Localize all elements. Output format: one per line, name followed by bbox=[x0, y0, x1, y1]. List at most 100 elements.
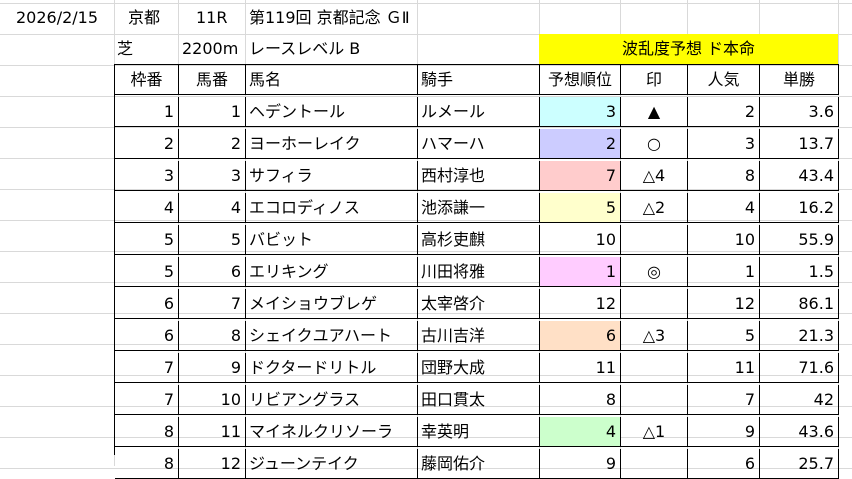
predicted-rank-cell[interactable]: 12 bbox=[540, 289, 621, 319]
venue[interactable]: 京都 bbox=[128, 8, 161, 27]
popularity-cell[interactable]: 11 bbox=[688, 353, 760, 383]
waku-cell[interactable]: 2 bbox=[115, 129, 179, 159]
jockey-cell[interactable]: 西村淳也 bbox=[418, 161, 540, 191]
column-header[interactable]: 単勝 bbox=[760, 65, 839, 95]
horse-name-cell[interactable]: メイショウブレゲ bbox=[246, 289, 418, 319]
mark-cell[interactable] bbox=[621, 385, 688, 415]
column-header[interactable]: 予想順位 bbox=[540, 65, 621, 95]
jockey-cell[interactable]: ルメール bbox=[418, 97, 540, 127]
popularity-cell[interactable]: 6 bbox=[688, 449, 760, 479]
predicted-rank-cell[interactable]: 8 bbox=[540, 385, 621, 415]
horse-name-cell[interactable]: マイネルクリソーラ bbox=[246, 417, 418, 447]
waku-cell[interactable]: 3 bbox=[115, 161, 179, 191]
waku-cell[interactable]: 7 bbox=[115, 353, 179, 383]
predicted-rank-cell[interactable]: 9 bbox=[540, 449, 621, 479]
waku-cell[interactable]: 6 bbox=[115, 289, 179, 319]
popularity-cell[interactable]: 5 bbox=[688, 321, 760, 351]
uma-cell[interactable]: 3 bbox=[179, 161, 246, 191]
predicted-rank-cell[interactable]: 5 bbox=[540, 193, 621, 223]
odds-cell[interactable]: 71.6 bbox=[760, 353, 839, 383]
odds-cell[interactable]: 43.4 bbox=[760, 161, 839, 191]
mark-cell[interactable] bbox=[621, 289, 688, 319]
horse-name-cell[interactable]: サフィラ bbox=[246, 161, 418, 191]
odds-cell[interactable]: 86.1 bbox=[760, 289, 839, 319]
waku-cell[interactable]: 5 bbox=[115, 225, 179, 255]
odds-cell[interactable]: 16.2 bbox=[760, 193, 839, 223]
predicted-rank-cell[interactable]: 1 bbox=[540, 257, 621, 287]
popularity-cell[interactable]: 2 bbox=[688, 97, 760, 127]
odds-cell[interactable]: 21.3 bbox=[760, 321, 839, 351]
uma-cell[interactable]: 5 bbox=[179, 225, 246, 255]
mark-cell[interactable] bbox=[621, 449, 688, 479]
horse-name-cell[interactable]: ヨーホーレイク bbox=[246, 129, 418, 159]
popularity-cell[interactable]: 7 bbox=[688, 385, 760, 415]
race-number[interactable]: 11R bbox=[196, 8, 228, 27]
surface[interactable]: 芝 bbox=[117, 39, 134, 58]
uma-cell[interactable]: 4 bbox=[179, 193, 246, 223]
odds-cell[interactable]: 3.6 bbox=[760, 97, 839, 127]
waku-cell[interactable]: 4 bbox=[115, 193, 179, 223]
popularity-cell[interactable]: 4 bbox=[688, 193, 760, 223]
odds-cell[interactable]: 1.5 bbox=[760, 257, 839, 287]
waku-cell[interactable]: 8 bbox=[115, 449, 179, 479]
horse-name-cell[interactable]: リビアングラス bbox=[246, 385, 418, 415]
column-header[interactable]: 馬番 bbox=[179, 65, 246, 95]
horse-name-cell[interactable]: ジューンテイク bbox=[246, 449, 418, 479]
predicted-rank-cell[interactable]: 4 bbox=[540, 417, 621, 447]
column-header[interactable]: 枠番 bbox=[115, 65, 179, 95]
jockey-cell[interactable]: 川田将雅 bbox=[418, 257, 540, 287]
mark-cell[interactable]: ◎ bbox=[621, 257, 688, 287]
uma-cell[interactable]: 2 bbox=[179, 129, 246, 159]
jockey-cell[interactable]: 高杉吏麒 bbox=[418, 225, 540, 255]
jockey-cell[interactable]: 太宰啓介 bbox=[418, 289, 540, 319]
uma-cell[interactable]: 6 bbox=[179, 257, 246, 287]
column-header[interactable]: 印 bbox=[621, 65, 688, 95]
popularity-cell[interactable]: 8 bbox=[688, 161, 760, 191]
uma-cell[interactable]: 8 bbox=[179, 321, 246, 351]
popularity-cell[interactable]: 10 bbox=[688, 225, 760, 255]
waku-cell[interactable]: 5 bbox=[115, 257, 179, 287]
horse-name-cell[interactable]: エリキング bbox=[246, 257, 418, 287]
uma-cell[interactable]: 1 bbox=[179, 97, 246, 127]
jockey-cell[interactable]: 田口貫太 bbox=[418, 385, 540, 415]
column-header[interactable]: 騎手 bbox=[418, 65, 540, 95]
popularity-cell[interactable]: 1 bbox=[688, 257, 760, 287]
popularity-cell[interactable]: 12 bbox=[688, 289, 760, 319]
column-header[interactable]: 人気 bbox=[688, 65, 760, 95]
predicted-rank-cell[interactable]: 10 bbox=[540, 225, 621, 255]
race-name[interactable]: 第119回 京都記念 ＧⅡ bbox=[249, 8, 410, 27]
horse-name-cell[interactable]: ドクタードリトル bbox=[246, 353, 418, 383]
predicted-rank-cell[interactable]: 6 bbox=[540, 321, 621, 351]
jockey-cell[interactable]: ハマーハ bbox=[418, 129, 540, 159]
popularity-cell[interactable]: 3 bbox=[688, 129, 760, 159]
horse-name-cell[interactable]: シェイクユアハート bbox=[246, 321, 418, 351]
waku-cell[interactable]: 8 bbox=[115, 417, 179, 447]
odds-cell[interactable]: 43.6 bbox=[760, 417, 839, 447]
jockey-cell[interactable]: 藤岡佑介 bbox=[418, 449, 540, 479]
predicted-rank-cell[interactable]: 7 bbox=[540, 161, 621, 191]
jockey-cell[interactable]: 団野大成 bbox=[418, 353, 540, 383]
odds-cell[interactable]: 55.9 bbox=[760, 225, 839, 255]
forecast-banner[interactable]: 波乱度予想 ド本命 bbox=[539, 34, 838, 64]
predicted-rank-cell[interactable]: 11 bbox=[540, 353, 621, 383]
race-date[interactable]: 2026/2/15 bbox=[16, 8, 99, 27]
column-header[interactable]: 馬名 bbox=[246, 65, 418, 95]
jockey-cell[interactable]: 幸英明 bbox=[418, 417, 540, 447]
mark-cell[interactable] bbox=[621, 225, 688, 255]
uma-cell[interactable]: 9 bbox=[179, 353, 246, 383]
jockey-cell[interactable]: 古川吉洋 bbox=[418, 321, 540, 351]
waku-cell[interactable]: 1 bbox=[115, 97, 179, 127]
mark-cell[interactable]: △1 bbox=[621, 417, 688, 447]
mark-cell[interactable] bbox=[621, 353, 688, 383]
predicted-rank-cell[interactable]: 3 bbox=[540, 97, 621, 127]
mark-cell[interactable]: ▲ bbox=[621, 97, 688, 127]
waku-cell[interactable]: 7 bbox=[115, 385, 179, 415]
race-level[interactable]: レースレベル B bbox=[249, 39, 361, 58]
mark-cell[interactable]: △3 bbox=[621, 321, 688, 351]
odds-cell[interactable]: 42 bbox=[760, 385, 839, 415]
predicted-rank-cell[interactable]: 2 bbox=[540, 129, 621, 159]
uma-cell[interactable]: 7 bbox=[179, 289, 246, 319]
distance[interactable]: 2200m bbox=[182, 39, 239, 58]
horse-name-cell[interactable]: エコロディノス bbox=[246, 193, 418, 223]
horse-name-cell[interactable]: ヘデントール bbox=[246, 97, 418, 127]
